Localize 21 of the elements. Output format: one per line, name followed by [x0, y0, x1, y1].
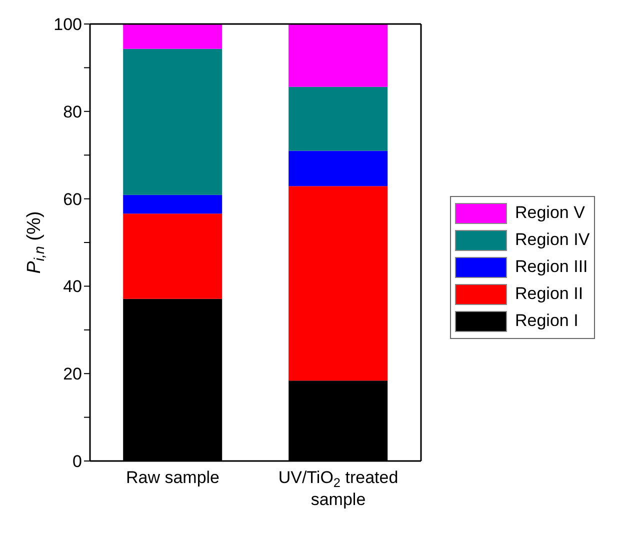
legend-label: Region IV — [515, 230, 590, 250]
x-tick-label: Raw sample — [126, 468, 220, 487]
bar — [123, 194, 222, 214]
bar — [288, 186, 388, 381]
legend-label: Region III — [515, 257, 588, 277]
y-tick-label: 0 — [72, 452, 82, 471]
bar — [123, 48, 222, 195]
y-tick-label: 60 — [63, 190, 82, 209]
bar — [123, 24, 222, 49]
y-tick-label: 20 — [63, 364, 82, 384]
x-tick-label: UV/TiO$_{2}$ treated sample — [278, 468, 398, 509]
y-tick-label: 80 — [63, 102, 82, 122]
bar — [288, 86, 388, 151]
bar — [288, 150, 388, 186]
y-tick-label: 40 — [63, 277, 82, 296]
bar — [288, 24, 388, 87]
legend-label: Region I — [515, 311, 578, 331]
legend-label: Region V — [515, 203, 585, 223]
y-tick-label: 100 — [54, 15, 82, 34]
bar — [123, 214, 222, 299]
legend-label: Region II — [515, 284, 584, 304]
